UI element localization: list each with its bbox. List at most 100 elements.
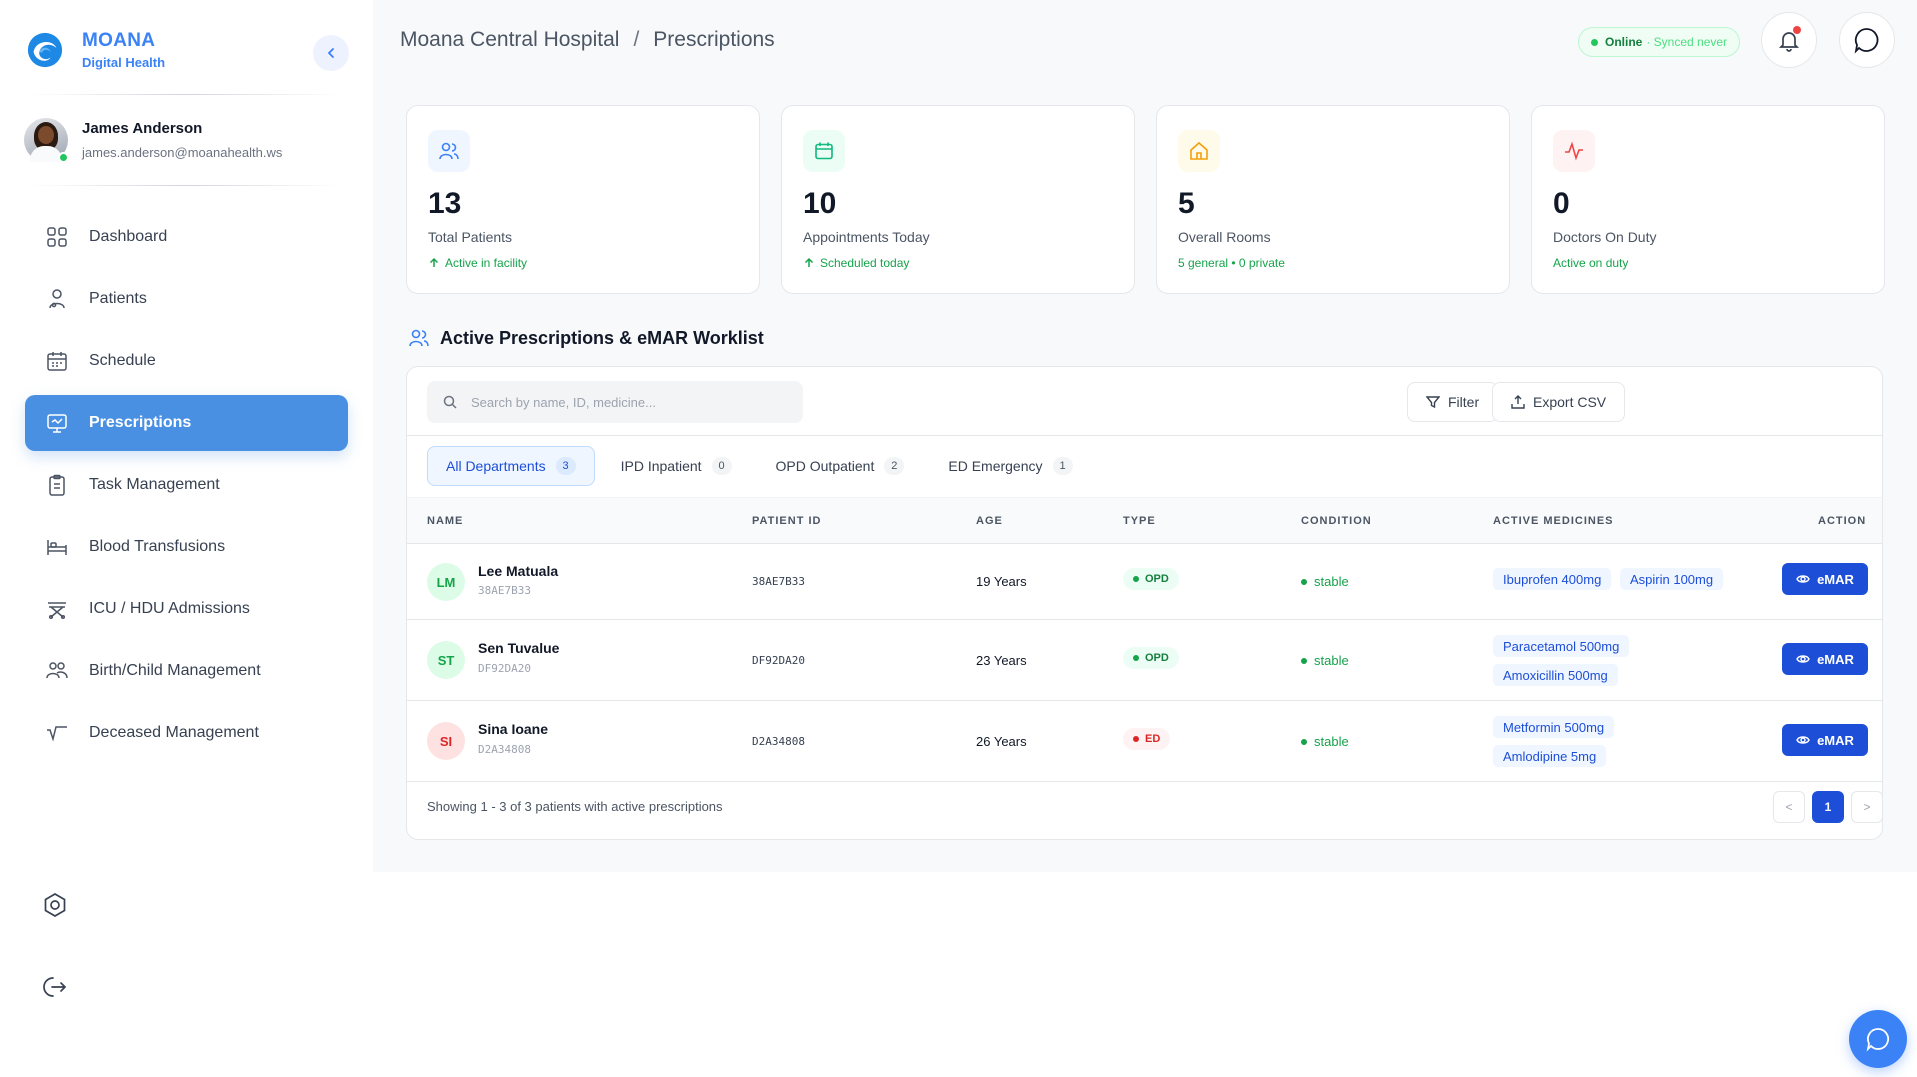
- upload-icon: [1511, 395, 1525, 409]
- section-title-text: Active Prescriptions & eMAR Worklist: [440, 327, 764, 348]
- eye-icon: [1796, 572, 1810, 586]
- stat-sub-text: 5 general • 0 private: [1178, 256, 1285, 270]
- chat-bubble-icon: [1854, 28, 1879, 54]
- search-icon: [443, 395, 457, 409]
- filter-button[interactable]: Filter: [1407, 382, 1499, 422]
- patient-name[interactable]: Lee Matuala: [478, 563, 559, 579]
- notifications-button[interactable]: [1761, 12, 1817, 68]
- emar-button[interactable]: eMAR: [1782, 643, 1868, 675]
- condition-status: stable: [1301, 574, 1349, 589]
- tab-all-departments[interactable]: All Departments 3: [427, 446, 595, 486]
- logout-icon: [43, 977, 67, 997]
- stretcher-icon: [45, 597, 69, 621]
- patient-age: 23 Years: [976, 653, 1027, 668]
- type-badge: OPD: [1123, 647, 1179, 669]
- sidebar-item-deceased[interactable]: Deceased Management: [25, 705, 348, 761]
- breadcrumb-hospital[interactable]: Moana Central Hospital: [400, 28, 620, 51]
- stat-sub: Active in facility: [428, 256, 527, 270]
- sidebar-item-label: ICU / HDU Admissions: [89, 600, 250, 617]
- export-csv-button[interactable]: Export CSV: [1492, 382, 1626, 422]
- calendar-icon: [45, 349, 69, 373]
- column-header-condition[interactable]: CONDITION: [1301, 515, 1372, 527]
- emar-button-label: eMAR: [1817, 651, 1854, 667]
- stat-value: 13: [428, 187, 462, 220]
- sync-status-badge: Online · Synced never: [1578, 27, 1741, 57]
- sidebar-item-dashboard[interactable]: Dashboard: [25, 209, 348, 265]
- stat-label: Total Patients: [428, 229, 513, 245]
- brand-subtitle: Digital Health: [82, 55, 166, 70]
- flatline-icon: [45, 721, 69, 745]
- sidebar-item-blood-transfusions[interactable]: Blood Transfusions: [25, 519, 348, 575]
- breadcrumb-page: Prescriptions: [653, 28, 775, 51]
- sidebar-item-prescriptions[interactable]: Prescriptions: [25, 395, 348, 451]
- pagination-page-1[interactable]: 1: [1812, 791, 1844, 823]
- stat-sub: Scheduled today: [803, 256, 909, 270]
- settings-button[interactable]: [40, 890, 70, 920]
- column-header-patient-id[interactable]: PATIENT ID: [752, 515, 822, 527]
- stat-icon-bg: [803, 130, 845, 172]
- stat-label: Doctors On Duty: [1553, 229, 1657, 245]
- patients-icon: [45, 287, 69, 311]
- sidebar-item-label: Dashboard: [89, 228, 168, 245]
- chevron-left-icon: [327, 48, 334, 58]
- table-row[interactable]: SI Sina Ioane D2A34808 D2A34808 26 Years…: [407, 701, 1882, 782]
- sidebar-item-patients[interactable]: Patients: [25, 271, 348, 327]
- stat-label: Appointments Today: [803, 229, 930, 245]
- moana-logo-icon: [27, 32, 63, 68]
- tab-ipd-inpatient[interactable]: IPD Inpatient 0: [603, 446, 750, 486]
- avatar: [24, 118, 69, 163]
- emar-button[interactable]: eMAR: [1782, 724, 1868, 756]
- patient-name[interactable]: Sina Ioane: [478, 721, 549, 737]
- sidebar-item-label: Schedule: [89, 352, 156, 369]
- type-badge: OPD: [1123, 568, 1179, 590]
- chat-support-button[interactable]: [1849, 1010, 1907, 1068]
- medicine-tag: Paracetamol 500mg: [1493, 635, 1630, 657]
- patient-initials-avatar: LM: [427, 563, 465, 601]
- tab-ed-emergency[interactable]: ED Emergency 1: [930, 446, 1090, 486]
- pagination-next-button[interactable]: >: [1851, 791, 1882, 823]
- sidebar-item-task-management[interactable]: Task Management: [25, 457, 348, 513]
- family-icon: [45, 659, 69, 683]
- pagination-prev-button[interactable]: <: [1773, 791, 1805, 823]
- filter-button-label: Filter: [1448, 394, 1480, 410]
- patient-id-sub: D2A34808: [478, 743, 531, 756]
- sidebar-item-label: Blood Transfusions: [89, 538, 226, 555]
- tab-label: All Departments: [446, 458, 546, 474]
- sidebar-item-birth-child[interactable]: Birth/Child Management: [25, 643, 348, 699]
- brand[interactable]: MOANA Digital Health: [26, 30, 165, 70]
- collapse-sidebar-button[interactable]: [313, 35, 349, 71]
- stat-value: 5: [1178, 187, 1195, 220]
- column-header-active-medicines: ACTIVE MEDICINES: [1493, 515, 1614, 527]
- emar-button-label: eMAR: [1817, 571, 1854, 587]
- eye-icon: [1796, 652, 1810, 666]
- column-header-type[interactable]: TYPE: [1123, 515, 1156, 527]
- divider: [30, 94, 342, 95]
- stat-icon-bg: [1553, 130, 1595, 172]
- users-icon: [408, 327, 430, 349]
- settings-hex-icon: [44, 893, 66, 917]
- home-icon: [1190, 141, 1208, 160]
- search-box[interactable]: [427, 381, 803, 423]
- brand-name: MOANA: [82, 30, 156, 51]
- tab-opd-outpatient[interactable]: OPD Outpatient 2: [758, 446, 923, 486]
- user-profile[interactable]: James Anderson james.anderson@moanahealt…: [24, 118, 282, 163]
- patient-name[interactable]: Sen Tuvalue: [478, 640, 560, 656]
- table-header: NAME PATIENT ID AGE TYPE CONDITION ACTIV…: [407, 497, 1882, 544]
- table-row[interactable]: ST Sen Tuvalue DF92DA20 DF92DA20 23 Year…: [407, 620, 1882, 701]
- sidebar-item-icu-hdu[interactable]: ICU / HDU Admissions: [25, 581, 348, 637]
- tab-count: 1: [1052, 457, 1073, 475]
- search-input[interactable]: [471, 394, 791, 410]
- patient-id: D2A34808: [752, 735, 805, 748]
- tab-count: 2: [884, 457, 905, 475]
- breadcrumb-separator: /: [633, 28, 640, 51]
- medicine-tag: Amlodipine 5mg: [1493, 745, 1607, 767]
- messages-button[interactable]: [1839, 12, 1895, 68]
- column-header-name[interactable]: NAME: [427, 515, 464, 527]
- logout-button[interactable]: [40, 972, 70, 1002]
- column-header-age[interactable]: AGE: [976, 515, 1003, 527]
- activity-pulse-icon: [1565, 141, 1583, 161]
- sidebar-item-schedule[interactable]: Schedule: [25, 333, 348, 389]
- table-row[interactable]: LM Lee Matuala 38AE7B33 38AE7B33 19 Year…: [407, 544, 1882, 620]
- sidebar-item-label: Task Management: [89, 476, 220, 493]
- emar-button[interactable]: eMAR: [1782, 563, 1868, 595]
